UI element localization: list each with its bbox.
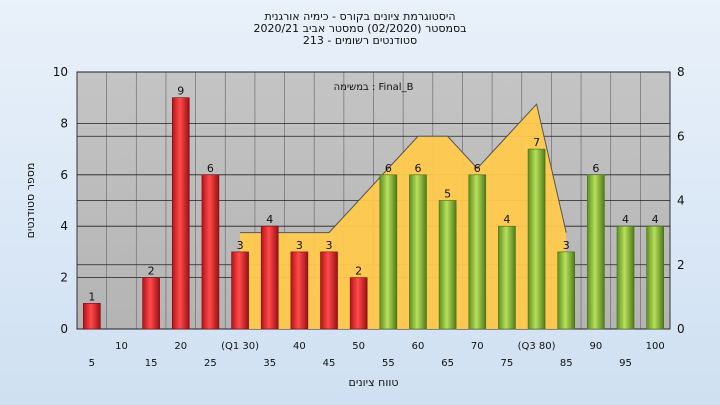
filter-label: במשימה : Final_B xyxy=(334,82,414,93)
bar xyxy=(320,251,338,330)
bar xyxy=(557,251,576,330)
bar xyxy=(616,225,635,330)
bar-value-label: 2 xyxy=(148,265,155,278)
chart-title-line-2: בסמסטר (02/2020) סמסטר אביב 2020/21 xyxy=(253,22,467,35)
bar-value-label: 6 xyxy=(414,162,421,175)
bar xyxy=(409,174,427,330)
bar xyxy=(171,97,190,330)
x-tick-label: 40 xyxy=(293,341,306,352)
y-tick-label: 10 xyxy=(53,65,68,79)
bar xyxy=(498,225,516,330)
x-tick-label: 15 xyxy=(145,358,158,369)
x-tick-label: 95 xyxy=(619,358,632,369)
y-tick-label: 2 xyxy=(60,271,68,285)
bar-value-label: 4 xyxy=(652,213,659,226)
x-tick-label: 5 xyxy=(89,358,95,369)
x-tick-label: 65 xyxy=(441,358,454,369)
y2-tick-label: 0 xyxy=(677,322,685,336)
bar-value-label: 4 xyxy=(622,213,629,226)
bar-value-label: 2 xyxy=(355,265,362,278)
bar-value-label: 6 xyxy=(385,162,392,175)
x-tick-label: 45 xyxy=(323,358,336,369)
bar-value-label: 3 xyxy=(326,239,333,252)
y2-tick-label: 6 xyxy=(677,129,685,143)
bar xyxy=(646,225,664,330)
bar xyxy=(438,200,457,330)
bar-value-label: 3 xyxy=(563,239,570,252)
x-tick-label: 35 xyxy=(263,358,276,369)
bar xyxy=(290,251,309,330)
x-tick-label: 25 xyxy=(204,358,217,369)
bar-value-label: 6 xyxy=(592,162,599,175)
y2-tick-label: 8 xyxy=(677,65,685,79)
bar xyxy=(587,174,605,330)
bar xyxy=(260,225,279,330)
y-tick-label: 8 xyxy=(60,116,68,130)
chart-title-line-3: סטודנטים רשומים - 213 xyxy=(302,34,418,47)
bar xyxy=(231,251,249,330)
x-tick-label: 55 xyxy=(382,358,395,369)
x-tick-label: 60 xyxy=(412,341,425,352)
bar xyxy=(468,174,487,330)
y2-tick-label: 2 xyxy=(677,258,685,272)
bar xyxy=(83,302,101,330)
bar-value-label: 4 xyxy=(266,213,273,226)
bar-value-label: 9 xyxy=(177,85,184,98)
bar xyxy=(379,174,398,330)
y-tick-label: 0 xyxy=(60,322,68,336)
bar xyxy=(349,277,368,330)
x-tick-label: (Q1 30) xyxy=(221,341,259,352)
bar-value-label: 6 xyxy=(474,162,481,175)
secondary-area-outline xyxy=(240,103,567,234)
x-tick-label: 20 xyxy=(174,341,187,352)
bar xyxy=(201,174,220,330)
bar-value-label: 3 xyxy=(296,239,303,252)
x-axis-title: טווח ציונים xyxy=(349,376,399,389)
y-tick-label: 6 xyxy=(60,168,68,182)
x-tick-label: 100 xyxy=(646,341,665,352)
bar xyxy=(142,277,160,330)
x-tick-label: 50 xyxy=(352,341,365,352)
y-tick-label: 4 xyxy=(60,219,68,233)
chart-title-line-1: היסטוגרמת ציונים בקורס - כימיה אורגנית xyxy=(264,10,456,23)
x-tick-label: 75 xyxy=(501,358,514,369)
x-tick-label: (Q3 80) xyxy=(518,341,556,352)
bar-value-label: 7 xyxy=(533,136,540,149)
x-tick-label: 85 xyxy=(560,358,573,369)
x-tick-label: 10 xyxy=(115,341,128,352)
y-axis-title: מספר סטודנטים xyxy=(24,163,37,239)
bar-value-label: 6 xyxy=(207,162,214,175)
bar-value-label: 3 xyxy=(237,239,244,252)
y2-tick-label: 4 xyxy=(677,194,685,208)
bar-value-label: 1 xyxy=(88,290,95,303)
bar-value-label: 4 xyxy=(503,213,510,226)
x-tick-label: 70 xyxy=(471,341,484,352)
x-tick-label: 90 xyxy=(590,341,603,352)
bar-value-label: 5 xyxy=(444,188,451,201)
bar xyxy=(527,148,546,330)
